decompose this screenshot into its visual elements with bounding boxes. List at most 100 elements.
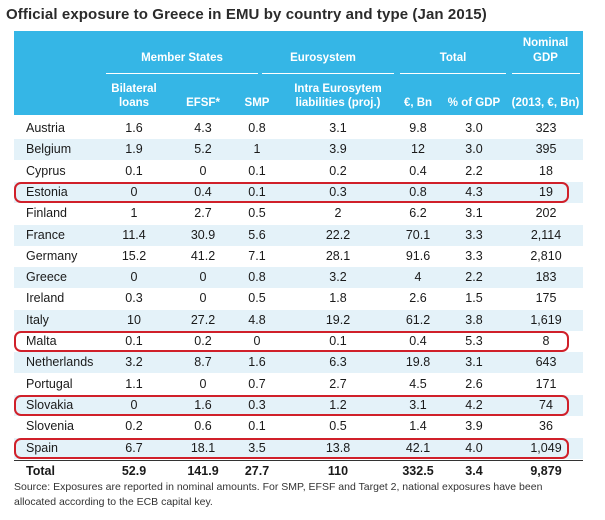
pct-gdp-cell: 1.5 [465,291,483,306]
intra-cell: 110 [327,463,349,478]
smp-cell: 0.1 [248,419,266,434]
source-line: Source: Exposures are reported in nomina… [14,481,543,493]
intra-cell: 28.1 [325,248,351,263]
efsf-cell: 0 [199,291,207,306]
intra-cell: 2 [334,206,342,221]
table-row: Germany 15.2 41.2 7.1 28.1 91.6 3.3 2,810 [14,246,583,267]
smp-cell: 0.8 [248,121,266,135]
bilateral-cell: 0 [130,270,138,285]
table-row: Netherlands 3.2 8.7 1.6 6.3 19.8 3.1 643 [14,352,583,374]
smp-cell: 0.3 [248,397,266,412]
intra-cell: 2.7 [329,376,347,391]
intra-cell: 6.3 [329,355,347,370]
intra-cell: 1.8 [329,291,347,306]
intra-cell: 0.3 [329,184,347,199]
country-cell: Germany [26,248,78,263]
bilateral-cell: 1.9 [125,142,143,157]
bilateral-cell: 1.1 [125,376,143,391]
smp-cell: 4.8 [248,312,266,327]
pct-gdp-cell: 5.3 [465,334,483,348]
intra-cell: 0.1 [329,334,347,348]
table-row: Cyprus 0.1 0 0.1 0.2 0.4 2.2 18 [14,161,583,182]
table-row: Finland 1 2.7 0.5 2 6.2 3.1 202 [14,203,583,224]
country-cell: Greece [26,270,67,285]
table-title: Official exposure to Greece in EMU by co… [6,6,487,23]
country-cell: Belgium [26,142,72,157]
header-nominal-gdp: Nominal GDP [508,36,583,66]
country-cell: Portugal [26,376,73,391]
smp-cell: 27.7 [244,463,270,478]
table-row: Portugal 1.1 0 0.7 2.7 4.5 2.6 171 [14,374,583,395]
pct-gdp-cell: 3.0 [465,142,483,157]
country-cell: Slovakia [26,397,74,412]
gdp-cell: 74 [539,397,553,412]
eur-bn-cell: 1.4 [409,419,427,434]
eur-bn-cell: 6.2 [409,206,427,221]
eur-bn-cell: 332.5 [402,463,434,478]
gdp-cell: 2,810 [530,248,562,263]
header-eurosystem: Eurosystem [290,52,356,64]
pct-gdp-cell: 3.9 [465,419,483,434]
country-cell: Finland [26,206,67,221]
bilateral-cell: 0 [130,184,138,199]
efsf-cell: 0 [199,376,207,391]
smp-cell: 0.5 [248,291,266,306]
header-member-states: Member States [141,52,223,64]
eur-bn-cell: 0.4 [409,334,427,348]
pct-gdp-cell: 2.2 [465,163,483,178]
smp-cell: 5.6 [248,227,266,242]
table-row: Spain 6.7 18.1 3.5 13.8 42.1 4.0 1,049 [14,437,583,459]
table-row: Austria 1.6 4.3 0.8 3.1 9.8 3.0 323 [14,118,583,139]
source-line: allocated according to the ECB capital k… [14,496,213,508]
smp-cell: 0.1 [248,163,266,178]
eur-bn-cell: 42.1 [405,440,431,455]
country-cell: Cyprus [26,163,66,178]
subheader-gdp-2013: (2013, €, Bn) [511,97,580,109]
bilateral-cell: 0 [130,397,138,412]
efsf-cell: 5.2 [194,142,212,157]
bilateral-cell: 15.2 [121,248,147,263]
efsf-cell: 0.6 [194,419,212,434]
country-cell: Malta [26,334,57,348]
country-cell: Ireland [26,291,65,306]
country-cell: Slovenia [26,419,74,434]
pct-gdp-cell: 3.8 [465,312,483,327]
subheader-smp: SMP [244,97,270,109]
bilateral-cell: 1.6 [125,121,143,135]
gdp-cell: 183 [535,270,557,285]
gdp-cell: 643 [535,355,557,370]
gdp-cell: 19 [539,184,553,199]
table-row: Italy 10 27.2 4.8 19.2 61.2 3.8 1,619 [14,309,583,331]
country-cell: Netherlands [26,355,94,370]
gdp-cell: 1,049 [530,440,562,455]
intra-cell: 19.2 [325,312,351,327]
intra-cell: 3.9 [329,142,347,157]
subheader-intra-eurosystem: Intra Eurosytem liabilities (proj.) [284,82,392,110]
pct-gdp-cell: 3.0 [465,121,483,135]
country-cell: Spain [26,440,58,455]
pct-gdp-cell: 2.6 [465,376,483,391]
source-note: Source: Exposures are reported in nomina… [14,480,594,510]
country-cell: Total [26,463,55,478]
eur-bn-cell: 61.2 [405,312,431,327]
subheader-eur-bn: €, Bn [403,97,433,109]
smp-cell: 0 [253,334,261,348]
header-nominal-gdp-text: Nominal GDP [522,37,569,64]
intra-cell: 13.8 [325,440,351,455]
eur-bn-cell: 12 [411,142,425,157]
gdp-cell: 323 [535,121,557,135]
eur-bn-cell: 9.8 [409,121,427,135]
bilateral-cell: 10 [127,312,141,327]
efsf-cell: 0.4 [194,184,212,199]
bilateral-cell: 11.4 [122,227,146,242]
table-row: Slovakia 0 1.6 0.3 1.2 3.1 4.2 74 [14,394,583,416]
intra-cell: 22.2 [325,227,351,242]
pct-gdp-cell: 4.3 [465,184,483,199]
bilateral-cell: 52.9 [121,463,147,478]
table-row: Greece 0 0 0.8 3.2 4 2.2 183 [14,267,583,289]
pct-gdp-cell: 3.3 [465,227,483,242]
gdp-cell: 8 [542,334,550,348]
bilateral-cell: 1 [130,206,138,221]
smp-cell: 1 [253,142,261,157]
eur-bn-cell: 70.1 [405,227,431,242]
